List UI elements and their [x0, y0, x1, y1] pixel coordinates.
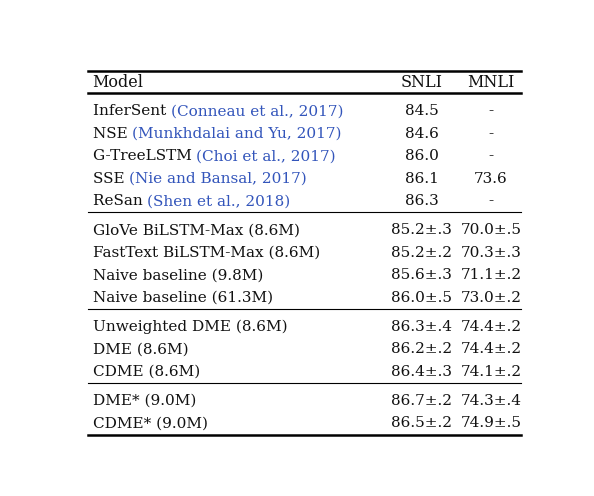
Text: Naive baseline (61.3M): Naive baseline (61.3M): [93, 291, 273, 305]
Text: Naive baseline (9.8M): Naive baseline (9.8M): [93, 268, 263, 282]
Text: 86.0±.5: 86.0±.5: [391, 291, 452, 305]
Text: Unweighted DME (8.6M): Unweighted DME (8.6M): [93, 319, 287, 334]
Text: 73.0±.2: 73.0±.2: [460, 291, 522, 305]
Text: 86.3±.4: 86.3±.4: [391, 320, 452, 334]
Text: (Shen et al., 2018): (Shen et al., 2018): [147, 194, 290, 208]
Text: 86.1: 86.1: [405, 172, 439, 186]
Text: GloVe BiLSTM-Max (8.6M): GloVe BiLSTM-Max (8.6M): [93, 223, 299, 237]
Text: G-TreeLSTM: G-TreeLSTM: [93, 149, 197, 163]
Text: CDME (8.6M): CDME (8.6M): [93, 365, 200, 379]
Text: 70.0±.5: 70.0±.5: [460, 223, 522, 237]
Text: 86.3: 86.3: [405, 194, 439, 208]
Text: 86.0: 86.0: [405, 149, 439, 163]
Text: 84.6: 84.6: [405, 127, 439, 141]
Text: 73.6: 73.6: [474, 172, 508, 186]
Text: DME (8.6M): DME (8.6M): [93, 342, 188, 356]
Text: CDME* (9.0M): CDME* (9.0M): [93, 416, 208, 430]
Text: 84.5: 84.5: [405, 104, 439, 118]
Text: -: -: [488, 127, 494, 141]
Text: 74.3±.4: 74.3±.4: [460, 394, 522, 408]
Text: DME* (9.0M): DME* (9.0M): [93, 394, 196, 408]
Text: 86.4±.3: 86.4±.3: [391, 365, 452, 379]
Text: 74.4±.2: 74.4±.2: [460, 320, 522, 334]
Text: 86.7±.2: 86.7±.2: [391, 394, 452, 408]
Text: 85.2±.3: 85.2±.3: [391, 223, 452, 237]
Text: ReSan: ReSan: [93, 194, 147, 208]
Text: FastText BiLSTM-Max (8.6M): FastText BiLSTM-Max (8.6M): [93, 246, 320, 260]
Text: 86.2±.2: 86.2±.2: [391, 342, 453, 356]
Text: 74.4±.2: 74.4±.2: [460, 342, 522, 356]
Text: -: -: [488, 149, 494, 163]
Text: InferSent: InferSent: [93, 104, 171, 118]
Text: 85.6±.3: 85.6±.3: [391, 268, 452, 282]
Text: 71.1±.2: 71.1±.2: [460, 268, 522, 282]
Text: SNLI: SNLI: [401, 74, 443, 91]
Text: 85.2±.2: 85.2±.2: [391, 246, 452, 260]
Text: SSE: SSE: [93, 172, 129, 186]
Text: NSE: NSE: [93, 127, 132, 141]
Text: (Conneau et al., 2017): (Conneau et al., 2017): [171, 104, 343, 118]
Text: (Nie and Bansal, 2017): (Nie and Bansal, 2017): [129, 172, 307, 186]
Text: (Choi et al., 2017): (Choi et al., 2017): [197, 149, 336, 163]
Text: (Munkhdalai and Yu, 2017): (Munkhdalai and Yu, 2017): [132, 127, 342, 141]
Text: 70.3±.3: 70.3±.3: [460, 246, 522, 260]
Text: 74.9±.5: 74.9±.5: [460, 416, 522, 430]
Text: 86.5±.2: 86.5±.2: [391, 416, 452, 430]
Text: Model: Model: [93, 74, 144, 91]
Text: 74.1±.2: 74.1±.2: [460, 365, 522, 379]
Text: -: -: [488, 194, 494, 208]
Text: -: -: [488, 104, 494, 118]
Text: MNLI: MNLI: [467, 74, 514, 91]
